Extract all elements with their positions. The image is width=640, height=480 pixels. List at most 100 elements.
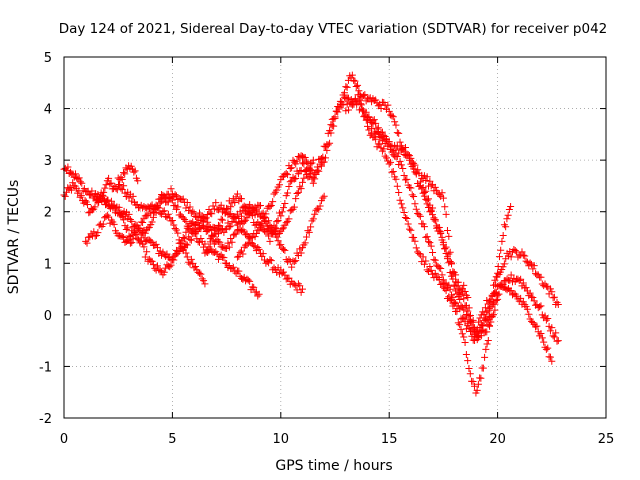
series-track <box>136 192 328 279</box>
data-point-marker <box>208 210 216 218</box>
data-point-marker <box>527 293 535 301</box>
data-point-marker <box>292 257 300 265</box>
data-point-marker <box>288 263 296 271</box>
x-tick-label: 15 <box>381 432 398 447</box>
data-point-marker <box>391 118 399 126</box>
data-point-marker <box>460 315 468 323</box>
data-point-marker <box>216 222 224 230</box>
axis-ticks: 0 5 10 15 20 25 -2 -1 0 1 2 3 4 5 <box>39 51 614 447</box>
data-point-marker <box>179 195 187 203</box>
data-point-marker <box>134 177 142 185</box>
data-point-marker <box>159 208 167 216</box>
data-point-marker <box>422 176 430 184</box>
data-point-marker <box>221 209 229 217</box>
data-point-marker <box>303 233 311 241</box>
data-point-marker <box>76 178 84 186</box>
data-point-marker <box>461 339 469 347</box>
data-point-marker <box>378 128 386 136</box>
data-point-marker <box>485 304 493 312</box>
y-tick-label: 5 <box>44 51 52 66</box>
data-point-marker <box>239 250 247 258</box>
data-point-marker <box>141 253 149 261</box>
data-point-marker <box>307 166 315 174</box>
data-point-marker <box>304 227 312 235</box>
data-point-marker <box>219 216 227 224</box>
data-point-marker <box>538 334 546 342</box>
data-point-marker <box>481 353 489 361</box>
data-point-marker <box>491 276 499 284</box>
y-tick-label: 4 <box>44 103 52 118</box>
plot-frame <box>63 56 607 419</box>
y-tick-label: 3 <box>44 154 52 169</box>
data-point-marker <box>284 171 292 179</box>
data-point-marker <box>382 154 390 162</box>
data-point-marker <box>526 289 534 297</box>
data-point-marker <box>102 181 110 189</box>
data-point-marker <box>483 317 491 325</box>
data-point-marker <box>120 234 128 242</box>
data-point-marker <box>309 215 317 223</box>
data-point-marker <box>221 225 229 233</box>
data-point-marker <box>251 233 259 241</box>
data-point-marker <box>94 198 102 206</box>
data-point-marker <box>393 182 401 190</box>
data-point-marker <box>526 259 534 267</box>
data-point-marker <box>515 276 523 284</box>
data-point-marker <box>465 364 473 372</box>
data-point-marker <box>460 306 468 314</box>
data-point-marker <box>262 210 270 218</box>
data-point-marker <box>128 239 136 247</box>
data-point-marker <box>456 321 464 329</box>
data-point-marker <box>128 217 136 225</box>
data-point-marker <box>232 230 240 238</box>
y-tick-label: -1 <box>39 360 52 375</box>
data-point-marker <box>395 129 403 137</box>
data-point-marker <box>485 297 493 305</box>
data-point-marker <box>255 290 263 298</box>
data-point-marker <box>235 225 243 233</box>
data-point-marker <box>354 81 362 89</box>
data-point-marker <box>273 233 281 241</box>
data-point-marker <box>118 176 126 184</box>
data-point-marker <box>189 208 197 216</box>
series-track <box>364 114 556 365</box>
data-point-marker <box>518 248 526 256</box>
data-point-marker <box>544 315 552 323</box>
data-point-marker <box>548 357 556 365</box>
data-point-marker <box>448 259 456 267</box>
data-point-marker <box>406 225 414 233</box>
data-point-marker <box>362 108 370 116</box>
data-point-marker <box>423 233 431 241</box>
data-point-marker <box>281 246 289 254</box>
data-point-marker <box>166 263 174 271</box>
data-point-marker <box>473 386 481 394</box>
data-point-marker <box>364 122 372 130</box>
data-point-marker <box>85 209 93 217</box>
data-point-marker <box>196 269 203 277</box>
data-point-marker <box>426 262 434 270</box>
data-point-marker <box>293 286 301 294</box>
data-point-marker <box>125 232 133 240</box>
data-point-marker <box>316 202 324 210</box>
data-point-marker <box>427 266 435 274</box>
data-point-marker <box>164 198 172 206</box>
data-point-marker <box>280 246 288 254</box>
data-point-marker <box>530 297 538 305</box>
data-point-marker <box>99 220 107 228</box>
data-point-marker <box>412 244 420 252</box>
data-point-marker <box>167 261 175 269</box>
data-point-marker <box>544 344 552 352</box>
data-point-marker <box>252 229 260 237</box>
data-point-marker <box>301 153 309 161</box>
data-point-marker <box>135 225 143 233</box>
data-point-marker <box>469 316 477 324</box>
data-point-marker <box>271 224 279 232</box>
data-point-marker <box>255 245 263 253</box>
data-point-marker <box>370 116 378 124</box>
data-point-marker <box>67 186 75 194</box>
data-point-marker <box>274 237 282 245</box>
data-point-marker <box>474 380 482 388</box>
data-point-marker <box>210 230 218 238</box>
data-point-marker <box>141 229 149 237</box>
data-point-marker <box>427 182 435 190</box>
